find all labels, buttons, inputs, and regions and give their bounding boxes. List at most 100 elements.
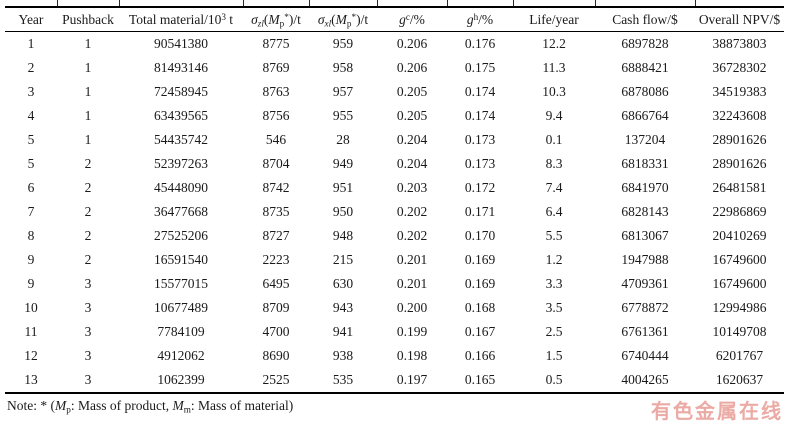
- grade-c-cell: 0.202: [396, 228, 428, 243]
- grade-c-cell: 0.202: [396, 204, 428, 219]
- life-cell: 8.3: [545, 156, 563, 171]
- sigma-zl-cell: 8763: [262, 84, 290, 99]
- cash-flow-cell: 6828143: [621, 204, 669, 219]
- table-note: Note: * (Mp: Mass of product, Mm: Mass o…: [7, 398, 294, 415]
- table-row: 2 1 81493146 8769 958 0.206 0.175 11.3 6888421 36…: [5, 56, 784, 80]
- grade-c-cell: 0.201: [396, 252, 428, 267]
- pushback-cell: 2: [84, 252, 92, 267]
- sigma-zl-cell: 546: [265, 132, 287, 147]
- cash-flow-cell: 137204: [624, 132, 666, 147]
- pushback-cell: 2: [84, 228, 92, 243]
- life-cell: 7.4: [545, 180, 563, 195]
- total-material-cell: 90541380: [154, 36, 208, 51]
- grade-h-cell: 0.170: [464, 228, 496, 243]
- overall-npv-cell: 16749600: [712, 252, 767, 267]
- sigma-xl-cell: 215: [332, 252, 354, 267]
- total-material-cell: 63439565: [154, 108, 208, 123]
- pushback-cell: 1: [84, 60, 92, 75]
- overall-npv-cell: 32243608: [712, 108, 767, 123]
- total-material-cell: 36477668: [154, 204, 208, 219]
- results-table: Year Pushback Total material/103 t σzl(Mp*)…: [5, 6, 784, 394]
- sigma-zl-cell: 8775: [262, 36, 290, 51]
- grade-c-cell: 0.204: [396, 132, 428, 147]
- sigma-xl-cell: 951: [332, 180, 354, 195]
- column-header-grade-h: gh/%: [466, 11, 494, 27]
- sigma-xl-cell: 938: [332, 348, 354, 363]
- pushback-cell: 2: [84, 204, 92, 219]
- year-cell: 6: [27, 180, 35, 195]
- total-material-cell: 81493146: [154, 60, 208, 75]
- table-row: 3 1 72458945 8763 957 0.205 0.174 10.3 6878086 34…: [5, 80, 784, 104]
- year-cell: 8: [27, 228, 35, 243]
- sigma-xl-cell: 949: [332, 156, 354, 171]
- pushback-cell: 1: [84, 108, 92, 123]
- sigma-xl-cell: 28: [336, 132, 350, 147]
- overall-npv-cell: 22986869: [712, 204, 767, 219]
- life-cell: 12.2: [542, 36, 566, 51]
- sigma-xl-cell: 630: [332, 276, 354, 291]
- grade-c-cell: 0.198: [396, 348, 428, 363]
- cash-flow-cell: 6841970: [621, 180, 669, 195]
- total-material-cell: 10677489: [154, 300, 208, 315]
- watermark: 有色金属在线: [651, 399, 783, 423]
- pushback-cell: 3: [84, 276, 92, 291]
- tick-mark: [243, 0, 244, 7]
- overall-npv-cell: 38873803: [712, 36, 767, 51]
- grade-h-cell: 0.166: [464, 348, 496, 363]
- column-header-life: Life/year: [529, 12, 579, 27]
- table-row: 9 2 16591540 2223 215 0.201 0.169 1.2 1947988 167…: [5, 248, 784, 272]
- table-row: 8 2 27525206 8727 948 0.202 0.170 5.5 6813067 204…: [5, 224, 784, 248]
- tick-mark: [119, 0, 120, 7]
- overall-npv-cell: 28901626: [712, 156, 767, 171]
- year-cell: 4: [27, 108, 35, 123]
- cash-flow-cell: 6897828: [621, 36, 669, 51]
- total-material-cell: 1062399: [157, 372, 205, 387]
- total-material-cell: 7784109: [157, 324, 205, 339]
- grade-h-cell: 0.172: [464, 180, 496, 195]
- tick-mark: [309, 0, 310, 7]
- sigma-zl-cell: 2525: [262, 372, 290, 387]
- life-cell: 9.4: [545, 108, 563, 123]
- grade-h-cell: 0.165: [464, 372, 496, 387]
- column-header-sigma-zl: σzl(Mp*)/t: [251, 11, 301, 29]
- sigma-xl-cell: 948: [332, 228, 354, 243]
- pushback-cell: 1: [84, 132, 92, 147]
- table-row: 7 2 36477668 8735 950 0.202 0.171 6.4 6828143 229…: [5, 200, 784, 224]
- year-cell: 2: [27, 60, 35, 75]
- overall-npv-cell: 1620637: [715, 372, 764, 387]
- overall-npv-cell: 36728302: [712, 60, 767, 75]
- life-cell: 5.5: [545, 228, 563, 243]
- table-row: 9 3 15577015 6495 630 0.201 0.169 3.3 4709361 167…: [5, 272, 784, 296]
- column-header-year: Year: [18, 12, 44, 27]
- year-cell: 1: [27, 36, 35, 51]
- sigma-xl-cell: 943: [332, 300, 354, 315]
- column-header-cash-flow: Cash flow/$: [612, 12, 678, 27]
- table-row: 5 2 52397263 8704 949 0.204 0.173 8.3 6818331 289…: [5, 152, 784, 176]
- column-boundary-ticks: [5, 0, 784, 7]
- grade-h-cell: 0.169: [464, 276, 496, 291]
- life-cell: 0.1: [545, 132, 563, 147]
- tick-mark: [57, 0, 58, 7]
- cash-flow-cell: 1947988: [621, 252, 669, 267]
- table-row: 11 3 7784109 4700 941 0.199 0.167 2.5 6761361 101…: [5, 320, 784, 344]
- total-material-cell: 16591540: [154, 252, 208, 267]
- sigma-xl-cell: 959: [332, 36, 354, 51]
- tick-mark: [447, 0, 448, 7]
- overall-npv-cell: 12994986: [712, 300, 767, 315]
- life-cell: 11.3: [542, 60, 566, 75]
- overall-npv-cell: 16749600: [712, 276, 767, 291]
- year-cell: 3: [27, 84, 35, 99]
- total-material-cell: 27525206: [154, 228, 208, 243]
- sigma-xl-cell: 535: [332, 372, 354, 387]
- pushback-cell: 1: [84, 36, 92, 51]
- sigma-xl-cell: 957: [332, 84, 354, 99]
- sigma-zl-cell: 8709: [262, 300, 290, 315]
- cash-flow-cell: 6778872: [621, 300, 669, 315]
- cash-flow-cell: 4004265: [621, 372, 669, 387]
- sigma-zl-cell: 8735: [262, 204, 290, 219]
- overall-npv-cell: 10149708: [712, 324, 767, 339]
- year-cell: 11: [24, 324, 38, 339]
- table-row: 5 1 54435742 546 28 0.204 0.173 0.1 137204 289016…: [5, 128, 784, 152]
- year-cell: 5: [27, 132, 35, 147]
